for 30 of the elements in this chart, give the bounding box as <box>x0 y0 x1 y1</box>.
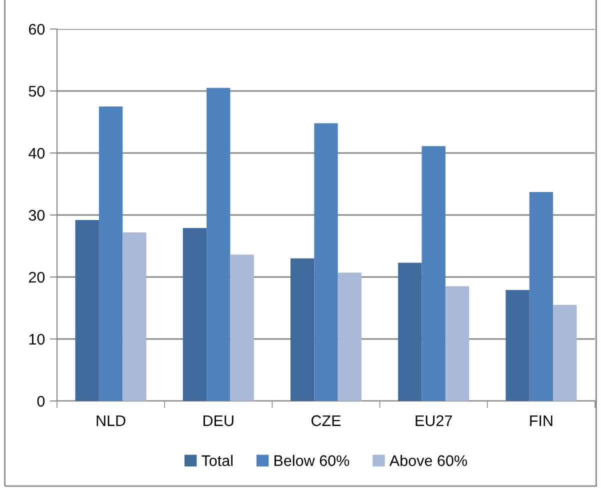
x-tick-label: NLD <box>96 415 126 426</box>
y-tick-label: 30 <box>28 210 45 221</box>
y-tick-label: 20 <box>28 272 45 283</box>
bar <box>553 304 577 401</box>
y-tick-label: 10 <box>29 334 45 345</box>
bar <box>314 123 338 401</box>
bar <box>75 220 99 401</box>
x-tick-label: DEU <box>204 415 234 426</box>
y-tick-label: 40 <box>28 148 45 159</box>
legend-label: Below 60% <box>274 454 350 466</box>
legend-label: Total <box>202 454 233 466</box>
x-tick-label: FIN <box>530 415 552 426</box>
bar <box>398 262 422 401</box>
bar <box>230 254 254 401</box>
bar <box>122 232 146 401</box>
y-tick-label: 0 <box>37 396 45 407</box>
y-tick-label: 60 <box>28 24 45 35</box>
legend-label: Above 60% <box>389 454 467 466</box>
bar <box>445 286 470 401</box>
bar <box>182 228 207 401</box>
bar <box>290 258 314 401</box>
bar <box>206 88 230 401</box>
x-tick-label: CZE <box>312 415 341 426</box>
x-tick-label: EU27 <box>416 415 452 426</box>
bar <box>529 192 554 401</box>
bar <box>506 290 530 401</box>
bar <box>98 106 123 401</box>
y-tick-label: 50 <box>28 86 45 97</box>
bar <box>338 272 362 401</box>
bar <box>422 146 446 401</box>
